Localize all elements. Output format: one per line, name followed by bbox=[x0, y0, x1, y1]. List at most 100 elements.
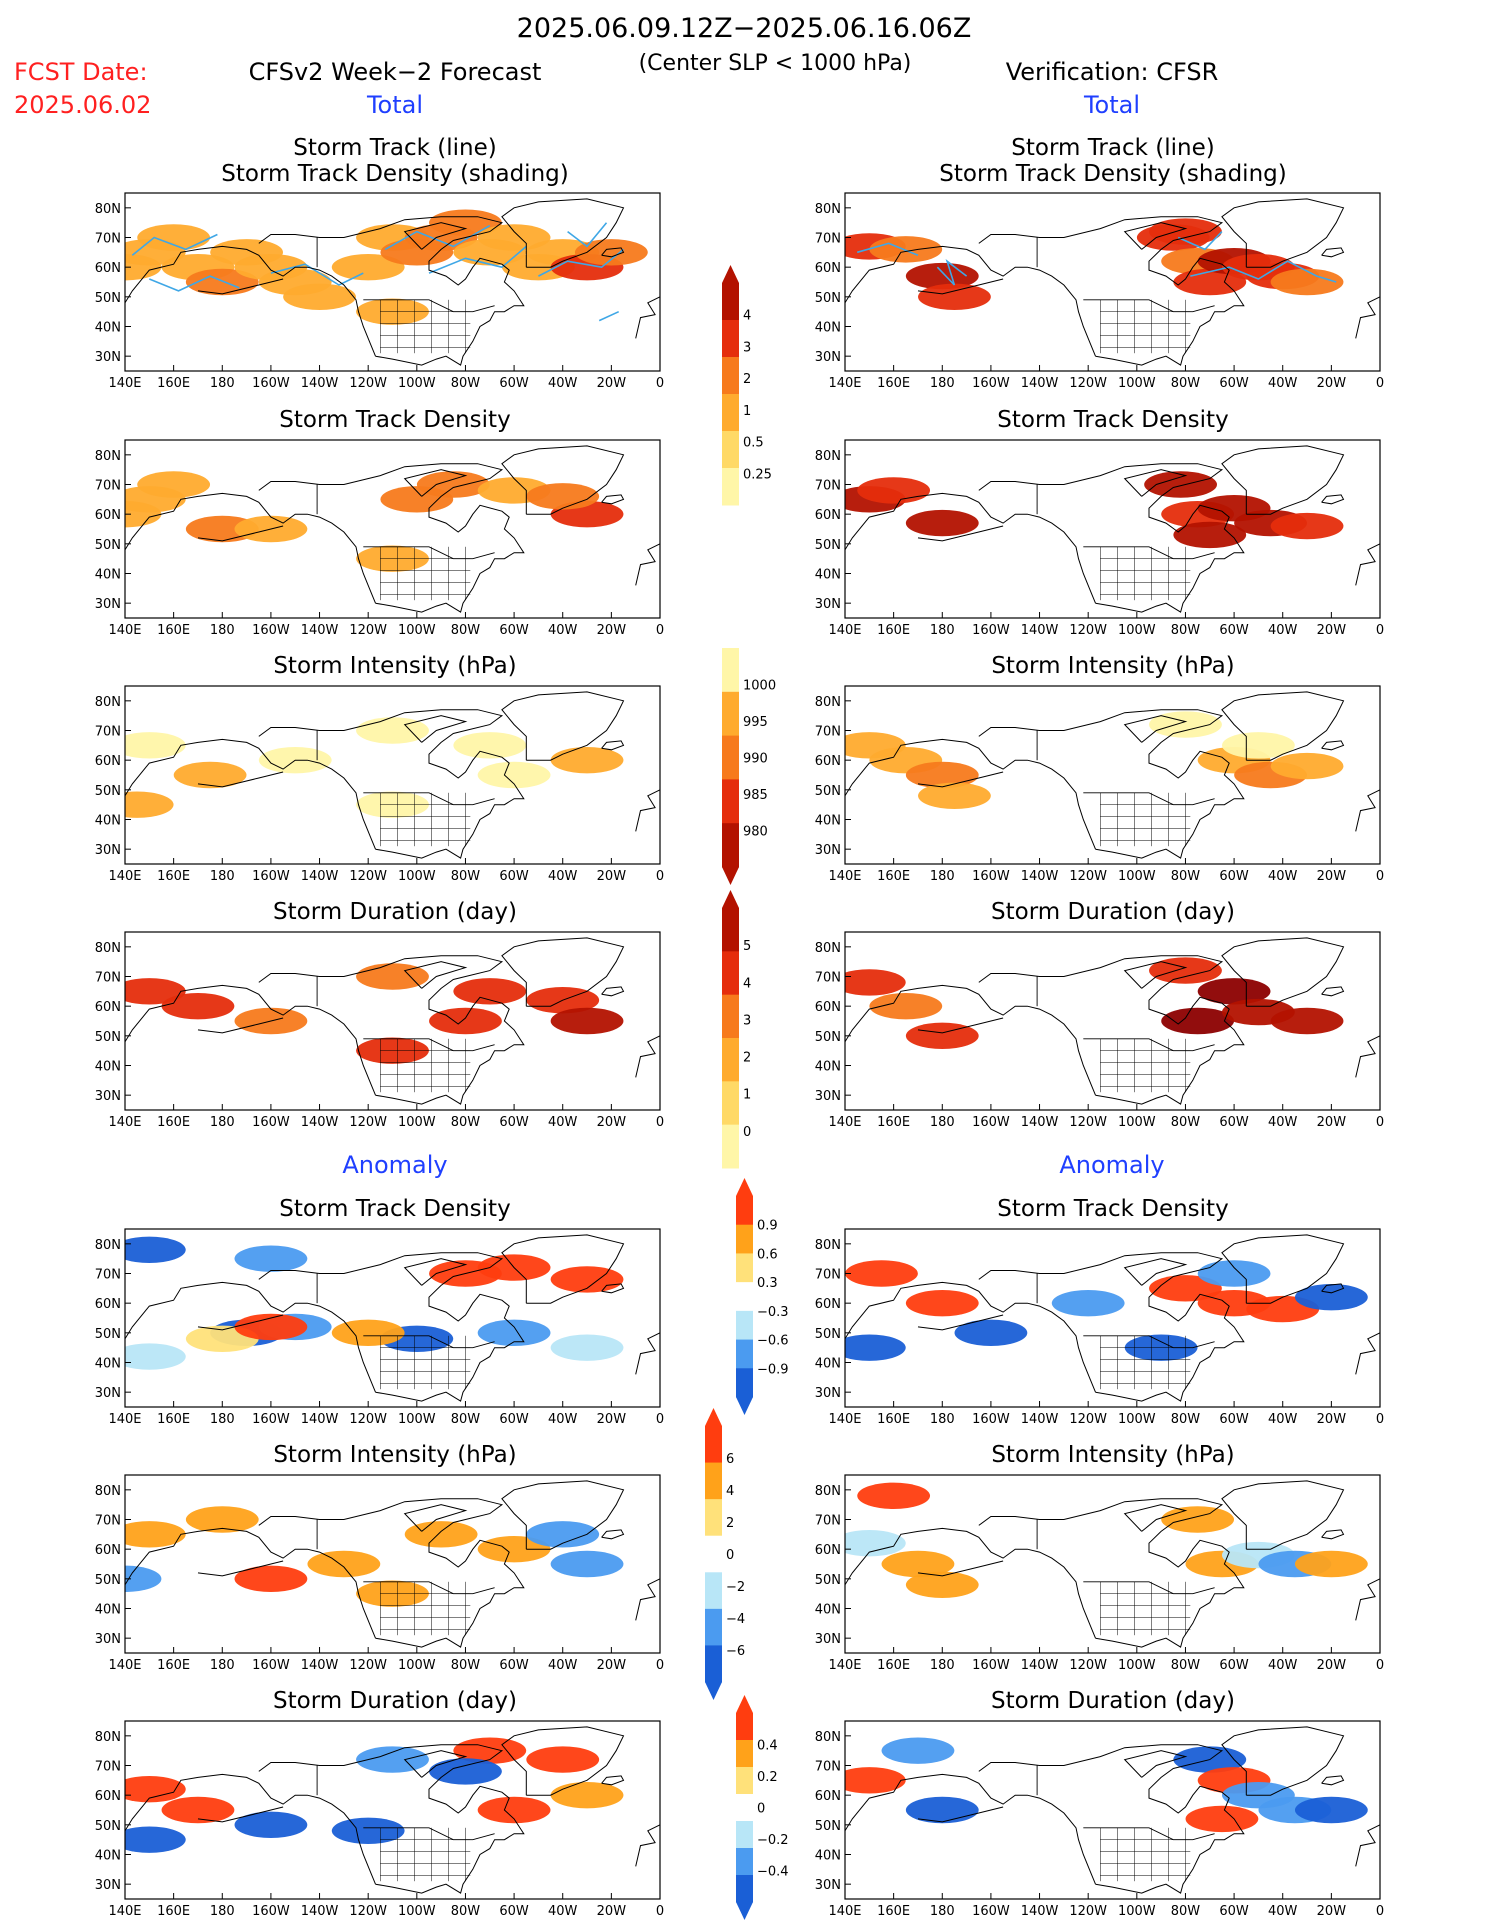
lon-tick-label: 140W bbox=[301, 623, 339, 638]
coastline bbox=[197, 1806, 284, 1823]
lon-tick-label: 160W bbox=[252, 1115, 290, 1130]
coastline bbox=[845, 738, 1096, 850]
coastline bbox=[978, 955, 1245, 1105]
lat-tick-label: 80N bbox=[815, 1730, 841, 1745]
density-blob bbox=[1270, 512, 1344, 540]
density-blob bbox=[125, 1521, 186, 1548]
lon-tick-label: 60W bbox=[1219, 1412, 1249, 1427]
density-blob bbox=[869, 992, 943, 1020]
coastline bbox=[1221, 937, 1345, 1007]
lon-tick-label: 140E bbox=[108, 376, 141, 391]
colorbar-anom_density: 0.9 0.6 0.3 −0.3 −0.6 −0.9 bbox=[736, 1178, 789, 1415]
map-frame bbox=[124, 1474, 661, 1654]
lat-tick-label: 70N bbox=[815, 1760, 841, 1775]
lon-tick-label: 140W bbox=[1021, 1115, 1059, 1130]
density-blob bbox=[1144, 471, 1217, 498]
colorbar-segment bbox=[705, 1462, 722, 1500]
map-frame bbox=[124, 685, 661, 865]
coastline bbox=[1123, 1504, 1188, 1532]
colorbar-segment bbox=[736, 1253, 753, 1283]
colorbar-arrow bbox=[722, 867, 739, 885]
lon-tick-label: 20W bbox=[597, 869, 627, 884]
lat-tick-label: 40N bbox=[815, 568, 841, 583]
density-blob bbox=[137, 224, 211, 251]
coastline bbox=[1355, 789, 1380, 832]
coastline bbox=[403, 222, 468, 250]
density-blob bbox=[404, 1521, 478, 1548]
coastline bbox=[601, 1283, 625, 1294]
lat-tick-label: 50N bbox=[815, 1030, 841, 1045]
lat-tick-label: 50N bbox=[815, 291, 841, 306]
lat-tick-label: 80N bbox=[815, 941, 841, 956]
density-blob bbox=[331, 1319, 405, 1347]
colorbar-arrow bbox=[736, 1695, 753, 1713]
density-blob bbox=[845, 1530, 906, 1557]
lat-tick-label: 40N bbox=[95, 1603, 121, 1618]
density-blob bbox=[161, 992, 235, 1020]
lon-tick-label: 140W bbox=[301, 1658, 339, 1673]
coastline bbox=[845, 1773, 1096, 1885]
colorbar-segment bbox=[722, 1124, 739, 1169]
lon-tick-label: 20W bbox=[597, 1658, 627, 1673]
coastline bbox=[258, 463, 525, 613]
map-panel-fcst_anom_density: 80N 70N 60N 50N 40N 30N 140E 160E 180 160W 140W 120… bbox=[95, 1228, 664, 1427]
lat-tick-label: 80N bbox=[815, 695, 841, 710]
density-blob bbox=[234, 1245, 308, 1272]
density-blob bbox=[234, 1811, 308, 1839]
colorbar-label: 2 bbox=[743, 1051, 751, 1066]
lon-tick-label: 120W bbox=[1069, 1904, 1107, 1919]
lon-tick-label: 100W bbox=[1118, 1904, 1156, 1919]
lat-tick-label: 70N bbox=[95, 1760, 121, 1775]
lon-tick-label: 120W bbox=[1069, 869, 1107, 884]
lon-tick-label: 20W bbox=[597, 1904, 627, 1919]
lat-tick-label: 60N bbox=[815, 754, 841, 769]
panel-title: Storm Intensity (hPa) bbox=[273, 653, 516, 679]
density-blob bbox=[550, 1781, 624, 1809]
lat-tick-label: 70N bbox=[95, 479, 121, 494]
political-border bbox=[1083, 792, 1215, 806]
colorbar-segment bbox=[705, 1572, 722, 1610]
lon-tick-label: 60W bbox=[499, 869, 529, 884]
lon-tick-label: 60W bbox=[1219, 1658, 1249, 1673]
density-blob bbox=[918, 782, 991, 809]
lon-tick-label: 120W bbox=[1069, 376, 1107, 391]
map-panel-fcst_density: 80N 70N 60N 50N 40N 30N 140E 160E 180 160W 140W 120… bbox=[95, 439, 664, 638]
colorbar-label: 3 bbox=[743, 340, 751, 355]
lat-tick-label: 30N bbox=[815, 843, 841, 858]
density-blob bbox=[918, 283, 991, 311]
density-blob bbox=[477, 761, 551, 789]
lon-tick-label: 160E bbox=[877, 869, 910, 884]
density-blob bbox=[1270, 1007, 1344, 1035]
density-blob bbox=[137, 471, 211, 498]
lon-tick-label: 20W bbox=[1317, 376, 1347, 391]
lon-tick-label: 140W bbox=[1021, 376, 1059, 391]
lon-tick-label: 160E bbox=[877, 1412, 910, 1427]
lat-tick-label: 50N bbox=[815, 784, 841, 799]
density-blob bbox=[845, 969, 906, 996]
density-blob bbox=[905, 761, 979, 789]
density-blob bbox=[550, 1334, 624, 1361]
lon-tick-label: 80W bbox=[1171, 1904, 1201, 1919]
lat-tick-label: 80N bbox=[95, 202, 121, 217]
colorbar-label: 980 bbox=[743, 825, 768, 840]
colorbar-arrow bbox=[705, 1682, 722, 1700]
lon-tick-label: 120W bbox=[349, 869, 387, 884]
storm-track-line bbox=[538, 248, 625, 277]
lat-tick-label: 50N bbox=[95, 1573, 121, 1588]
lon-tick-label: 140W bbox=[301, 1412, 339, 1427]
lon-tick-label: 160W bbox=[972, 1904, 1010, 1919]
colorbar-segment bbox=[722, 357, 739, 395]
coastline bbox=[917, 278, 1004, 295]
coastline bbox=[1355, 1035, 1380, 1078]
lat-tick-label: 60N bbox=[95, 1000, 121, 1015]
lon-tick-label: 0 bbox=[1376, 869, 1384, 884]
lon-tick-label: 80W bbox=[1171, 1658, 1201, 1673]
coastline bbox=[1123, 961, 1188, 989]
density-blob bbox=[881, 1737, 955, 1764]
lon-tick-label: 100W bbox=[1118, 1115, 1156, 1130]
political-border bbox=[1083, 299, 1215, 313]
map-frame bbox=[844, 439, 1381, 619]
colorbar-label: 0.9 bbox=[757, 1219, 778, 1234]
lon-tick-label: 140E bbox=[108, 1115, 141, 1130]
coastline bbox=[403, 715, 468, 743]
